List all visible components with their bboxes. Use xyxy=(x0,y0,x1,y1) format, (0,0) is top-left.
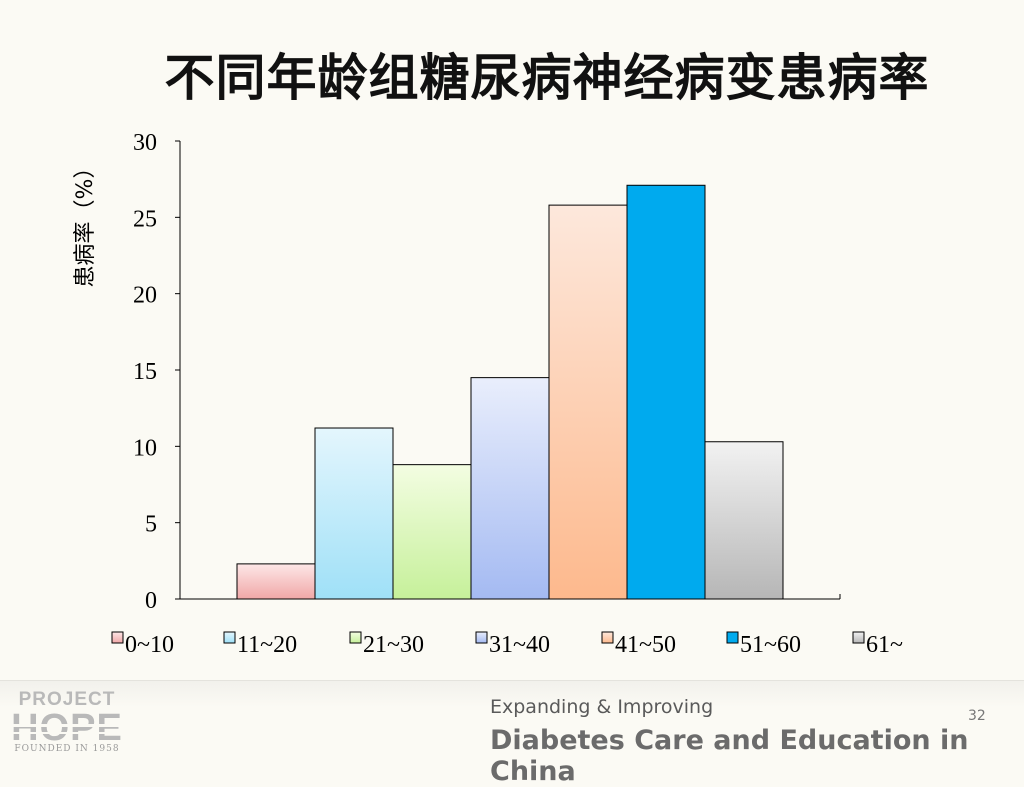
y-axis-label-group: 患病率（%） xyxy=(73,157,98,288)
legend-swatch xyxy=(349,631,362,644)
bar-0~10 xyxy=(236,563,316,600)
legend: 0~10 11~20 21~30 31~40 41~50 51~60 61~ xyxy=(111,631,903,658)
y-tick-label: 10 xyxy=(133,435,157,461)
legend-label: 21~30 xyxy=(363,632,424,658)
bar-11~20 xyxy=(314,427,394,600)
y-tick-label: 20 xyxy=(133,283,157,309)
legend-swatch xyxy=(726,631,739,644)
legend-swatch xyxy=(223,631,236,644)
legend-swatch xyxy=(601,631,614,644)
tagline-small: Expanding & Improving xyxy=(490,696,714,718)
legend-swatch xyxy=(475,631,488,644)
logo-main-text: HOPE xyxy=(11,707,123,749)
bar-31~40 xyxy=(470,377,550,600)
y-tick-label: 30 xyxy=(133,130,157,156)
legend-label: 61~ xyxy=(866,632,903,658)
bar-chart: 患病率（%） 0 5 10 15 20 25 30 0~10 11~20 21~30 31~40 4… xyxy=(73,130,903,658)
y-tick-label: 15 xyxy=(133,359,157,385)
legend-label: 0~10 xyxy=(125,632,174,658)
bar-51~60 xyxy=(626,184,706,600)
y-axis-label: 患病率（%） xyxy=(73,157,98,288)
project-hope-logo: PROJECT HOPE xyxy=(8,689,126,749)
bars xyxy=(236,184,784,600)
footer-band xyxy=(0,680,1024,769)
page-number: 32 xyxy=(968,708,986,724)
logo-top-text: PROJECT xyxy=(19,689,116,710)
legend-swatch xyxy=(852,631,865,644)
logo-founded-text: FOUNDED IN 1958 xyxy=(14,744,120,754)
bar-21~30 xyxy=(392,464,472,600)
legend-label: 11~20 xyxy=(237,632,297,658)
bar-41~50 xyxy=(548,204,628,600)
legend-label: 41~50 xyxy=(615,632,676,658)
legend-swatch xyxy=(111,631,124,644)
chart-title: 不同年龄组糖尿病神经病变患病率 xyxy=(164,49,930,107)
legend-label: 31~40 xyxy=(489,632,550,658)
bar-61~ xyxy=(704,441,784,600)
legend-label: 51~60 xyxy=(740,632,801,658)
tagline-large: Diabetes Care and Education in China xyxy=(490,725,969,787)
y-tick-label: 0 xyxy=(145,588,157,614)
y-tick-label: 5 xyxy=(145,512,157,538)
y-tick-label: 25 xyxy=(133,206,157,232)
